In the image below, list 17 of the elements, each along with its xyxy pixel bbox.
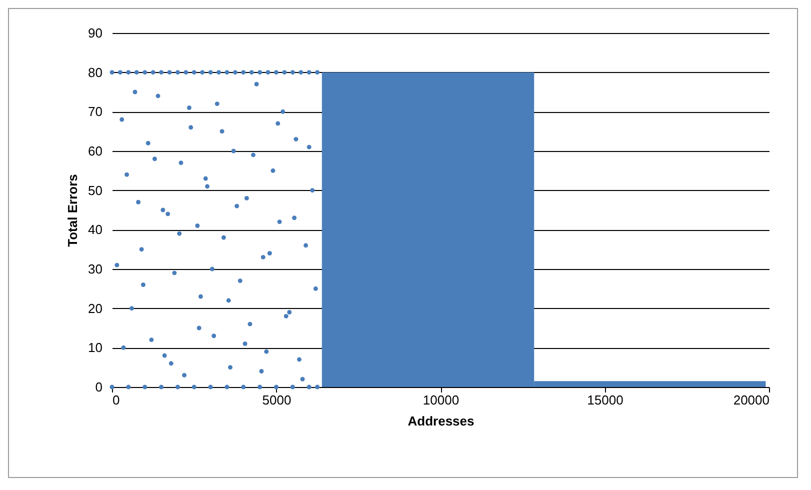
y-tick-label: 70 [88, 104, 102, 120]
x-tick-label: 10000 [422, 392, 460, 408]
y-tick-label: 10 [88, 340, 102, 356]
y-tick-label: 80 [88, 64, 102, 80]
y-tick-label: 60 [88, 144, 102, 158]
x-tick-label: 15000 [587, 392, 624, 408]
x-tick-label: 5000 [262, 392, 292, 408]
y-tick-label: 40 [88, 222, 102, 238]
y-tick-label: 90 [88, 26, 102, 40]
y-axis-title: Total Errors [65, 174, 80, 247]
x-tick-label: 0 [112, 392, 120, 408]
x-axis-title: Addresses [408, 414, 474, 428]
y-tick-label: 30 [88, 262, 102, 276]
y-tick-label: 0 [95, 380, 102, 394]
y-tick-label: 50 [88, 182, 102, 198]
y-tick-label: 20 [88, 300, 102, 316]
x-tick-label: 20000 [733, 392, 770, 408]
